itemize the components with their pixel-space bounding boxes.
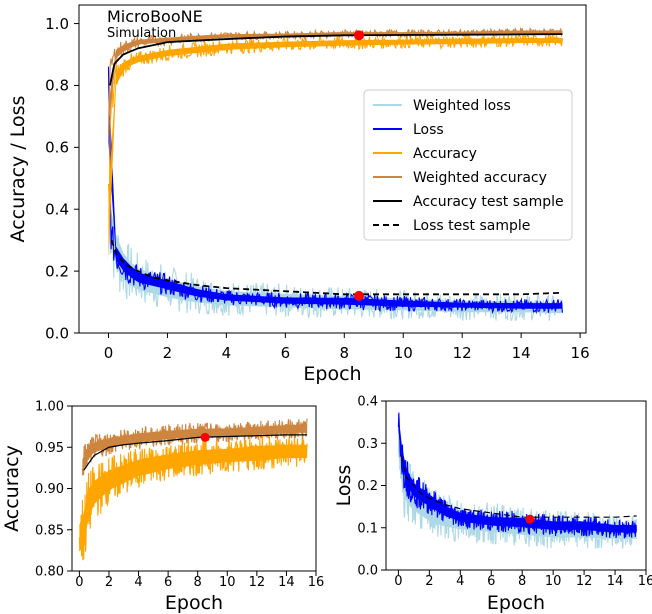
- x-tick-label: 2: [425, 574, 433, 589]
- x-tick-label: 12: [249, 575, 266, 590]
- legend-entry-weighted-accuracy: Weighted accuracy: [373, 170, 547, 186]
- y-tick-label: 0.0: [357, 564, 378, 579]
- legend-label: Accuracy: [413, 146, 477, 162]
- series-accuracy: [78, 435, 308, 561]
- x-tick-label: 12: [453, 344, 472, 362]
- legend-label: Accuracy test sample: [413, 194, 564, 210]
- series-loss-test-sample: [110, 239, 563, 296]
- y-tick-label: 0.4: [357, 395, 378, 410]
- legend-entry-loss: Loss: [373, 122, 444, 138]
- series-weighted-accuracy-band: [108, 30, 563, 129]
- legend-entry-accuracy: Accuracy: [373, 146, 477, 162]
- x-axis-label: Epoch: [303, 363, 361, 385]
- x-tick-label: 14: [278, 575, 295, 590]
- x-tick-label: 2: [105, 575, 113, 590]
- legend-entry-loss-test-sample: Loss test sample: [373, 218, 530, 234]
- x-tick-label: 12: [576, 574, 593, 589]
- chart-panel-0: 0 2 4 6 8 10 12 14 16 0.0 0.2 0.4 0.6 0.8 1.0 Epoch Accu…: [7, 4, 590, 385]
- plot-area: [107, 26, 563, 322]
- y-tick-label: 0.85: [35, 523, 64, 538]
- x-tick-label: 2: [163, 344, 173, 362]
- series-accuracy-test-sample: [83, 434, 308, 471]
- x-tick-label: 4: [456, 574, 464, 589]
- highlight-marker: [200, 432, 210, 442]
- x-tick-label: 0: [104, 344, 114, 362]
- highlight-marker: [354, 30, 365, 41]
- series-loss-band: [108, 74, 563, 309]
- y-tick-label: 0.2: [357, 479, 378, 494]
- plot-area: [397, 412, 638, 549]
- x-tick-label: 14: [512, 344, 531, 362]
- x-tick-label: 8: [340, 344, 350, 362]
- highlight-marker: [525, 514, 535, 524]
- legend-label: Weighted accuracy: [413, 170, 547, 186]
- x-tick-label: 10: [394, 344, 413, 362]
- y-tick-label: 1.00: [35, 400, 64, 415]
- series-loss: [397, 412, 637, 539]
- x-tick-label: 16: [571, 344, 590, 362]
- x-tick-label: 6: [281, 344, 291, 362]
- y-axis-label: Accuracy: [1, 445, 23, 532]
- legend-label: Weighted loss: [413, 98, 511, 114]
- y-tick-label: 0.8: [45, 77, 69, 95]
- plot-frame: [78, 4, 587, 334]
- experiment-label: MicroBooNE: [107, 7, 203, 26]
- y-tick-label: 0.0: [45, 324, 69, 342]
- y-tick-label: 0.95: [35, 441, 64, 456]
- series-weighted-accuracy: [107, 26, 563, 136]
- legend-entry-weighted-loss: Weighted loss: [373, 98, 511, 114]
- y-tick-label: 1.0: [45, 15, 69, 33]
- x-tick-label: 6: [487, 574, 495, 589]
- legend: Weighted loss Loss Accuracy Weighted accura…: [363, 89, 573, 241]
- chart-panel-1: 0 2 4 6 8 10 12 14 16 0.80 0.85 0.90 0.95 1.00 Epoch Ac…: [1, 400, 324, 614]
- series-accuracy: [107, 34, 563, 202]
- x-tick-label: 0: [394, 574, 402, 589]
- series-weighted-accuracy: [81, 418, 308, 476]
- plot-area: [78, 418, 308, 561]
- y-tick-label: 0.1: [357, 521, 378, 536]
- x-tick-label: 16: [638, 574, 652, 589]
- series-loss-test-sample: [400, 455, 637, 518]
- legend-box: [363, 89, 573, 241]
- x-tick-label: 4: [222, 344, 232, 362]
- x-tick-label: 6: [164, 575, 172, 590]
- legend-label: Loss: [413, 122, 444, 138]
- y-tick-label: 0.90: [35, 482, 64, 497]
- legend-entry-accuracy-test-sample: Accuracy test sample: [373, 194, 564, 210]
- series-weighted-accuracy-band: [82, 424, 308, 477]
- simulation-label: Simulation: [107, 26, 176, 41]
- y-axis-label: Accuracy / Loss: [7, 96, 29, 243]
- x-axis-label: Epoch: [487, 592, 545, 614]
- y-tick-label: 0.6: [45, 139, 69, 157]
- x-tick-label: 16: [308, 575, 325, 590]
- x-tick-label: 4: [134, 575, 142, 590]
- x-tick-label: 14: [607, 574, 624, 589]
- y-axis-label: Loss: [333, 465, 355, 507]
- series-accuracy-test-sample: [109, 33, 563, 86]
- x-tick-label: 0: [75, 575, 83, 590]
- y-tick-label: 0.2: [45, 262, 69, 280]
- y-tick-label: 0.4: [45, 200, 69, 218]
- x-tick-label: 10: [219, 575, 236, 590]
- x-tick-label: 8: [518, 574, 526, 589]
- x-axis-label: Epoch: [165, 592, 223, 614]
- highlight-marker: [354, 290, 365, 301]
- x-tick-label: 10: [545, 574, 562, 589]
- chart-panel-2: 0 2 4 6 8 10 12 14 16 0.0 0.1 0.2 0.3 0.4 Epoch Loss: [333, 395, 652, 614]
- y-tick-label: 0.80: [35, 565, 64, 580]
- x-tick-label: 8: [194, 575, 202, 590]
- legend-label: Loss test sample: [413, 218, 530, 234]
- y-tick-label: 0.3: [357, 437, 378, 452]
